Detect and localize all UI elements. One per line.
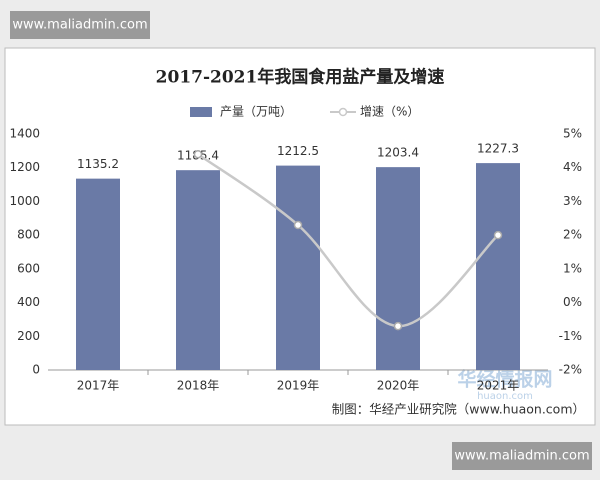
y2-tick-label: -1% [559,329,582,343]
legend-label: 增速（%） [360,105,419,119]
bar [376,167,420,370]
y2-tick-label: 2% [563,228,582,242]
y2-tick-label: 0% [563,295,582,309]
line-point [393,321,403,331]
watermark-logo: 华经情报网 [457,368,552,391]
y-tick-label: 1200 [9,160,40,174]
x-tick-label: 2020年 [377,379,420,393]
bar [276,165,320,370]
bar-value-label: 1135.2 [77,157,119,171]
bar-value-label: 1227.3 [477,142,519,156]
bar [476,163,520,370]
y-tick-label: 1400 [9,127,40,141]
x-tick-label: 2021年 [477,379,520,393]
chart-title: 2017-2021年我国食用盐产量及增速 [156,67,445,88]
y-tick-label: 800 [17,228,40,242]
watermark-box [10,11,150,39]
bar [76,178,120,370]
y2-tick-label: 3% [563,194,582,208]
watermark: www.maliadmin.com [454,449,589,464]
legend-label: 产量（万吨） [220,105,292,119]
x-tick-label: 2019年 [277,379,320,393]
watermark: www.maliadmin.com [12,18,147,33]
line-point [493,230,503,240]
watermark-logo-sub: huaon.com [477,391,533,402]
line [197,153,499,328]
y-tick-label: 1000 [9,194,40,208]
line-point [193,149,203,159]
y-tick-label: 600 [17,261,40,275]
y-tick-label: 400 [17,295,40,309]
legend-swatch [338,107,348,117]
y-tick-label: 0 [32,363,40,377]
watermark-box [452,442,592,470]
x-tick-label: 2018年 [177,379,220,393]
bar-value-label: 1203.4 [377,146,419,160]
bar-value-label: 1212.5 [277,144,319,158]
bar [176,170,220,370]
y2-tick-label: 5% [563,127,582,141]
y2-tick-label: 1% [563,261,582,275]
x-tick-label: 2017年 [77,379,120,393]
y2-tick-label: 4% [563,160,582,174]
y2-tick-label: -2% [559,363,582,377]
y-tick-label: 200 [17,329,40,343]
line-point [293,220,303,230]
source: 制图：华经产业研究院（www.huaon.com） [332,402,585,417]
legend-swatch [190,107,212,117]
